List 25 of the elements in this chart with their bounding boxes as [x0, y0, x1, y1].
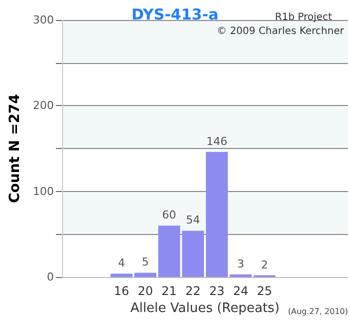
annotation: © 2009 Charles Kerchner	[216, 26, 344, 37]
data-label: 54	[186, 214, 200, 227]
x-tick-label: 22	[185, 284, 201, 298]
y-tick-label: 300	[32, 14, 54, 26]
bar	[110, 274, 132, 277]
data-label: 60	[162, 208, 176, 222]
x-tick-label: 23	[209, 284, 225, 298]
y-tick-label: 100	[32, 184, 54, 198]
y-tick-label: 0	[46, 270, 54, 284]
x-tick-label: 21	[162, 284, 177, 298]
x-tick-label: 16	[114, 284, 130, 298]
x-tick-label: 24	[233, 284, 248, 298]
x-tick-label: 25	[256, 284, 272, 298]
y-tick-label: 200	[32, 99, 54, 112]
x-tick-label: 20	[138, 284, 153, 298]
y-axis-title: Count N =274	[7, 94, 23, 203]
data-label: 146	[206, 134, 228, 148]
data-label: 3	[237, 257, 244, 270]
bar	[182, 230, 204, 277]
data-label: 5	[142, 256, 149, 269]
x-axis-title: Allele Values (Repeats)	[130, 301, 280, 316]
data-label: 4	[118, 256, 125, 270]
text: (Aug.27, 2010)	[288, 307, 348, 316]
data-label: 2	[261, 258, 268, 272]
chart-title: DYS-413-a	[132, 6, 218, 24]
